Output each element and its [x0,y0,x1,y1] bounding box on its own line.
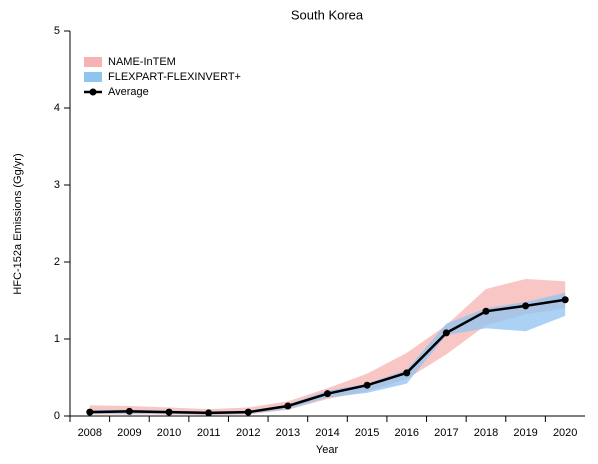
average-point [324,390,331,398]
x-tick-label: 2016 [394,427,418,439]
average-point [522,302,530,310]
x-axis-label: Year [316,444,339,456]
average-point [86,408,94,416]
legend-label: FLEXPART-FLEXINVERT+ [108,71,241,83]
x-tick-label: 2015 [355,427,379,439]
x-tick-label: 2013 [276,427,300,439]
average-point [125,407,133,415]
average-point [284,402,292,410]
average-point [165,408,173,416]
y-tick-label: 1 [54,333,60,345]
legend-marker [89,88,97,96]
average-point [205,409,213,417]
average-point [244,408,252,416]
x-tick-label: 2011 [197,427,221,439]
x-tick-label: 2017 [434,427,458,439]
average-point [442,329,450,337]
x-tick-label: 2012 [236,427,260,439]
x-tick-label: 2010 [157,427,181,439]
average-point [403,369,411,377]
x-tick-label: 2014 [315,427,339,439]
x-tick-label: 2008 [78,427,102,439]
y-axis-label: HFC-152a Emissions (Gg/yr) [12,153,24,294]
x-tick-label: 2020 [553,427,577,439]
range-band [89,292,566,415]
average-point [561,296,569,304]
y-tick-label: 0 [54,410,60,422]
legend-label: Average [108,86,149,98]
y-tick-label: 2 [54,256,60,268]
x-tick-label: 2009 [117,427,141,439]
y-tick-label: 3 [54,179,60,191]
average-point [363,381,371,389]
x-tick-label: 2018 [474,427,498,439]
legend-swatch [84,72,102,82]
y-tick-label: 4 [54,102,60,114]
y-tick-label: 5 [54,25,60,37]
legend-swatch [84,57,102,67]
chart-title: South Korea [291,7,364,22]
legend-label: NAME-InTEM [108,56,176,68]
x-tick-label: 2019 [513,427,537,439]
average-point [482,307,490,315]
range-band [89,278,566,416]
